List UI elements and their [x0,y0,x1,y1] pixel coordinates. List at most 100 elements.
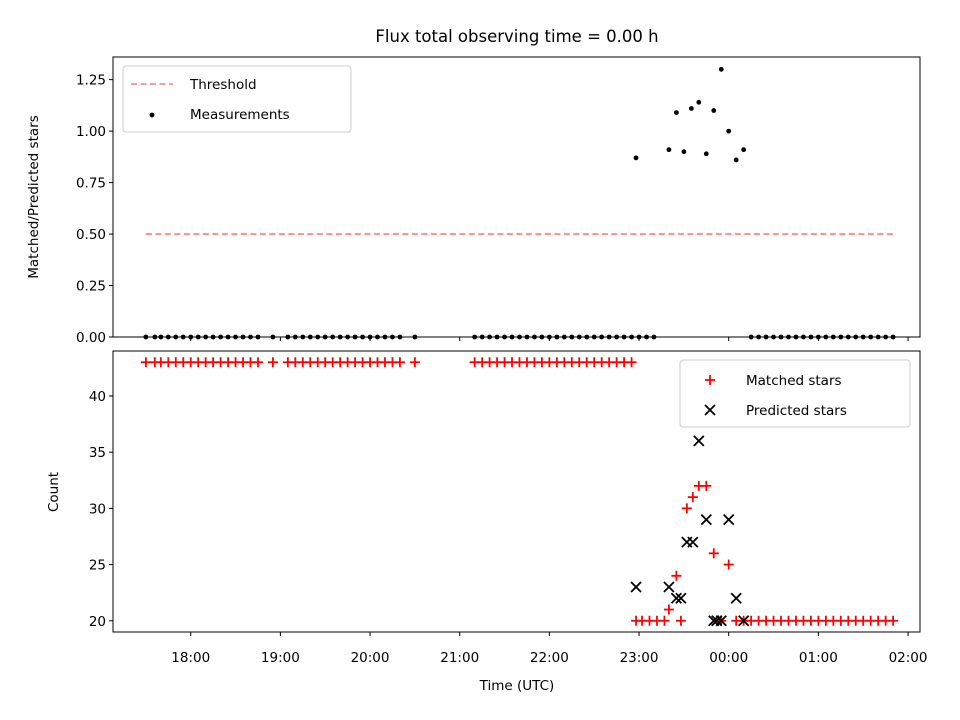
measurement-point [472,334,478,340]
bottom-ytick-label: 35 [89,445,106,461]
measurement-point [352,334,358,340]
measurement-point [569,334,575,340]
measurement-point [397,334,403,340]
measurement-point [793,334,799,340]
measurement-point [509,334,515,340]
top-ytick-label: 0.50 [76,227,106,243]
measurement-point [726,128,732,134]
matched-star-marker [675,615,686,626]
bottom-ytick-label: 25 [89,558,106,574]
measurement-point [330,334,336,340]
predicted-star-marker [723,513,735,526]
matched-star-marker [888,615,899,626]
measurement-point [270,334,276,340]
legend-measurements-label: Measurements [190,107,290,123]
bottom-panel: Count Time (UTC) 20 25 30 35 40 18:00 19:00 20… [46,350,927,694]
measurement-point [240,334,246,340]
measurement-point [823,334,829,340]
measurement-point [524,334,530,340]
measurement-point [143,334,149,340]
matched-star-marker [409,357,420,368]
measurement-point [195,334,201,340]
measurement-point [801,334,806,340]
predicted-star-marker [675,592,687,604]
measurement-point [853,334,859,340]
top-ylabel: Matched/Predicted stars [26,115,42,278]
bottom-xtick-label: 23:00 [620,650,659,666]
measurement-point [494,334,500,340]
measurement-point [375,334,380,340]
bottom-xtick-label: 22:00 [530,650,569,666]
bottom-ylabel: Count [46,472,62,512]
measurement-point [875,334,881,340]
matched-star-marker [626,357,637,368]
measurement-point [292,334,298,340]
measurement-point [845,334,851,340]
measurement-point [633,155,639,161]
measurement-point [360,334,365,340]
bottom-ytick-label: 20 [89,614,106,630]
predicted-star-marker [687,536,699,548]
measurement-point [756,334,761,340]
top-plot-area [112,56,921,338]
measurement-point [808,334,814,340]
bottom-plot-frame [112,350,921,633]
matched-star-marker [252,357,263,368]
measurement-point [748,334,754,340]
measurement-point [158,334,164,340]
legend-measurements-swatch [149,112,155,118]
predicted-star-marker [730,592,742,604]
chart-title: Flux total observing time = 0.00 h [375,27,658,46]
predicted-star-marker [715,615,727,627]
bottom-x-axis: 18:00 19:00 20:00 21:00 22:00 23:00 00:00 01:00… [171,632,927,666]
measurement-point [703,151,709,157]
legend-predicted-label: Predicted stars [746,403,847,419]
bottom-xtick-label: 00:00 [709,650,748,666]
measurement-point [576,334,582,340]
measurement-point [591,334,597,340]
measurement-point [830,334,836,340]
measurement-point [165,334,171,340]
top-legend: Threshold Measurements [122,65,352,133]
predicted-star-marker [630,581,642,593]
measurement-point [487,334,492,340]
bottom-ytick-label: 40 [89,389,106,405]
top-ytick-label: 0.75 [76,176,106,192]
measurement-point [322,334,328,340]
measurement-point [300,334,306,340]
measurement-point [584,334,590,340]
matched-star-marker [687,492,698,503]
top-legend-box [122,65,352,133]
measurement-point [614,334,620,340]
measurement-point [778,334,784,340]
bottom-xtick-label: 01:00 [799,650,838,666]
top-y-axis: 0.00 0.25 0.50 0.75 1.00 1.25 [76,73,113,346]
predicted-star-marker [700,513,712,526]
measurement-point [218,334,224,340]
measurement-point [412,334,418,340]
measurement-point [741,147,747,153]
matched-star-marker [394,357,405,368]
measurement-point [382,334,388,340]
predicted-star-marker [711,615,723,627]
top-ytick-label: 0.25 [76,279,106,295]
predicted-star-marker [670,592,683,604]
measurement-point [203,334,209,340]
bottom-xtick-label: 19:00 [261,650,300,666]
legend-threshold-label: Threshold [189,77,257,93]
measurement-point [860,334,866,340]
bottom-xtick-label: 18:00 [171,650,210,666]
measurement-point [733,157,739,163]
measurement-point [225,334,231,340]
measurement-point [621,334,627,340]
measurement-point [666,147,672,153]
predicted-star-marker [693,435,705,447]
measurement-point [315,334,321,340]
predicted-star-marker [663,581,675,593]
measurement-point [248,334,253,340]
measurement-point [786,334,791,340]
measurement-point [763,334,769,340]
measurement-point [345,334,351,340]
measurement-point [285,334,291,340]
